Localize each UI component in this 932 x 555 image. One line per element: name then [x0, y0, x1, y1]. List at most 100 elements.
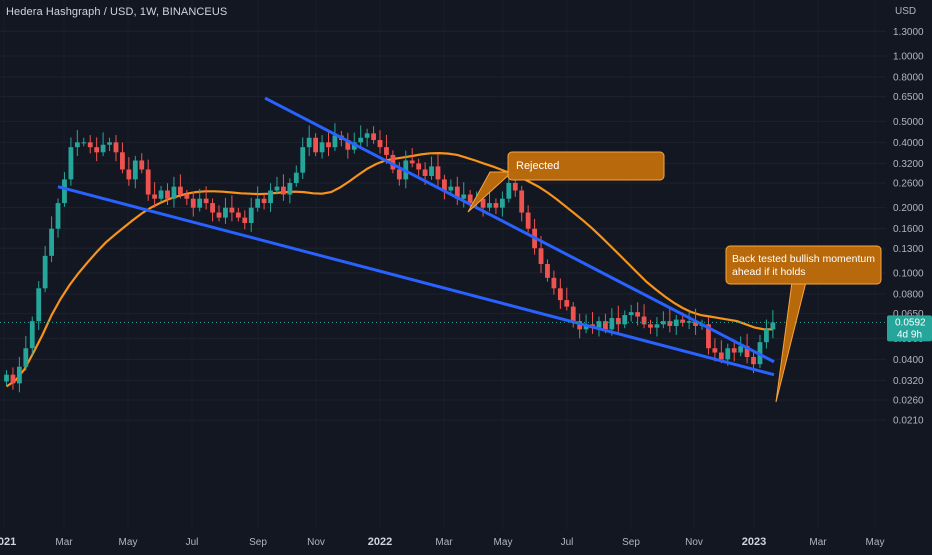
- time-tick-label: Mar: [55, 537, 73, 548]
- price-tick-label: 1.0000: [893, 52, 924, 63]
- candle-body: [81, 142, 87, 144]
- candle-body: [203, 198, 209, 204]
- candle-body: [68, 147, 74, 180]
- candle-body: [74, 142, 80, 148]
- time-tick-label: Mar: [809, 537, 827, 548]
- candle-body: [467, 194, 473, 204]
- candle-body: [4, 374, 9, 382]
- time-tick-label: 2021: [0, 536, 16, 548]
- time-tick-label: Sep: [622, 537, 640, 548]
- candle-body: [223, 207, 228, 218]
- candle-body: [512, 182, 518, 191]
- candle-body: [306, 137, 312, 148]
- candle-body: [429, 166, 434, 176]
- candle-body: [718, 352, 724, 360]
- time-axis[interactable]: 2021 Mar May Jul Sep Nov 2022 Mar May Jul Sep Nov 20…: [0, 530, 932, 550]
- candle-body: [390, 154, 396, 170]
- price-tick-label: 0.6500: [893, 92, 924, 103]
- candle-body: [654, 324, 660, 328]
- candle-body: [525, 212, 531, 229]
- time-tick-label: Sep: [249, 537, 267, 548]
- candle-body: [165, 190, 170, 199]
- candle-body: [454, 186, 460, 199]
- candle-body: [184, 194, 190, 199]
- candle-body: [693, 321, 698, 326]
- candle-body: [313, 137, 319, 153]
- price-tick-label: 0.0800: [893, 290, 924, 301]
- last-price-tag-box: [887, 315, 932, 342]
- backtest-callout[interactable]: Back tested bullish momentum ahead if it…: [725, 245, 882, 403]
- candle-body: [371, 133, 376, 141]
- candle-body: [609, 318, 615, 330]
- rejected-callout[interactable]: Rejected: [467, 151, 665, 213]
- candle-body: [551, 277, 557, 289]
- candle-body: [235, 212, 241, 218]
- candle-body: [255, 198, 261, 208]
- rejected-callout-box: [507, 151, 665, 181]
- candle-body: [248, 207, 254, 223]
- candle-body: [751, 357, 756, 365]
- candle-body: [480, 198, 486, 208]
- candle-body: [725, 348, 731, 360]
- candle-body: [113, 142, 119, 153]
- candle-body: [16, 366, 22, 384]
- candle-body: [139, 160, 145, 170]
- candle-body: [126, 169, 132, 180]
- trendline-upper[interactable]: [264, 96, 775, 364]
- candle-body: [448, 186, 454, 191]
- candle-body: [94, 147, 100, 153]
- candle-body: [622, 315, 628, 325]
- candle-body: [216, 212, 222, 218]
- candle-body: [706, 324, 711, 349]
- candle-body: [242, 217, 248, 223]
- candle-body: [596, 321, 602, 328]
- candle-body: [287, 182, 293, 195]
- candle-body: [416, 163, 422, 170]
- time-tick-label: May: [866, 537, 885, 548]
- candle-body: [764, 329, 769, 343]
- candle-body: [442, 179, 447, 191]
- candle-body: [36, 288, 42, 322]
- candle-body: [738, 346, 744, 353]
- candle-body: [274, 186, 280, 191]
- price-tick-label: 0.4000: [893, 138, 924, 149]
- grid: [0, 30, 886, 421]
- last-price-tag: 0.0592 4d 9h: [887, 315, 932, 342]
- trendline-lower[interactable]: [57, 185, 775, 377]
- candle-body: [107, 142, 112, 145]
- candle-body: [435, 166, 441, 180]
- candle-body: [519, 190, 525, 213]
- candle-body: [635, 312, 641, 317]
- moving-average-line: [5, 151, 773, 388]
- backtest-callout-line2: ahead if it holds: [732, 266, 806, 278]
- candle-body: [145, 169, 151, 195]
- candle-body: [100, 144, 106, 153]
- time-tick-label: 2023: [742, 536, 766, 548]
- candle-body: [577, 321, 583, 330]
- candle-body: [364, 133, 370, 138]
- candle-body: [680, 319, 686, 323]
- candle-body: [332, 135, 338, 148]
- candle-body: [190, 198, 196, 208]
- price-tick-label: 0.2600: [893, 178, 924, 189]
- candle-body: [158, 190, 164, 199]
- price-tick-label: 0.5000: [893, 117, 924, 128]
- time-tick-label: Nov: [307, 537, 325, 548]
- candle-body: [177, 186, 183, 195]
- candles-layer: [4, 123, 776, 393]
- candle-body: [23, 348, 29, 367]
- trendlines-layer: [57, 96, 775, 377]
- symbol-title[interactable]: Hedera Hashgraph / USD, 1W, BINANCEUS: [6, 6, 228, 18]
- price-axis[interactable]: USD 1.3000 1.0000 0.8000 0.6500 0.5000 0.4000…: [886, 0, 932, 550]
- time-tick-label: May: [494, 537, 513, 548]
- candle-body: [461, 194, 467, 199]
- time-axis-background: [0, 530, 932, 550]
- rejected-callout-text: Rejected: [516, 160, 559, 172]
- candle-body: [281, 186, 286, 195]
- candle-body: [377, 140, 383, 148]
- moving-average-layer: [5, 151, 773, 388]
- price-tick-label: 0.0260: [893, 395, 924, 406]
- time-tick-label: May: [119, 537, 138, 548]
